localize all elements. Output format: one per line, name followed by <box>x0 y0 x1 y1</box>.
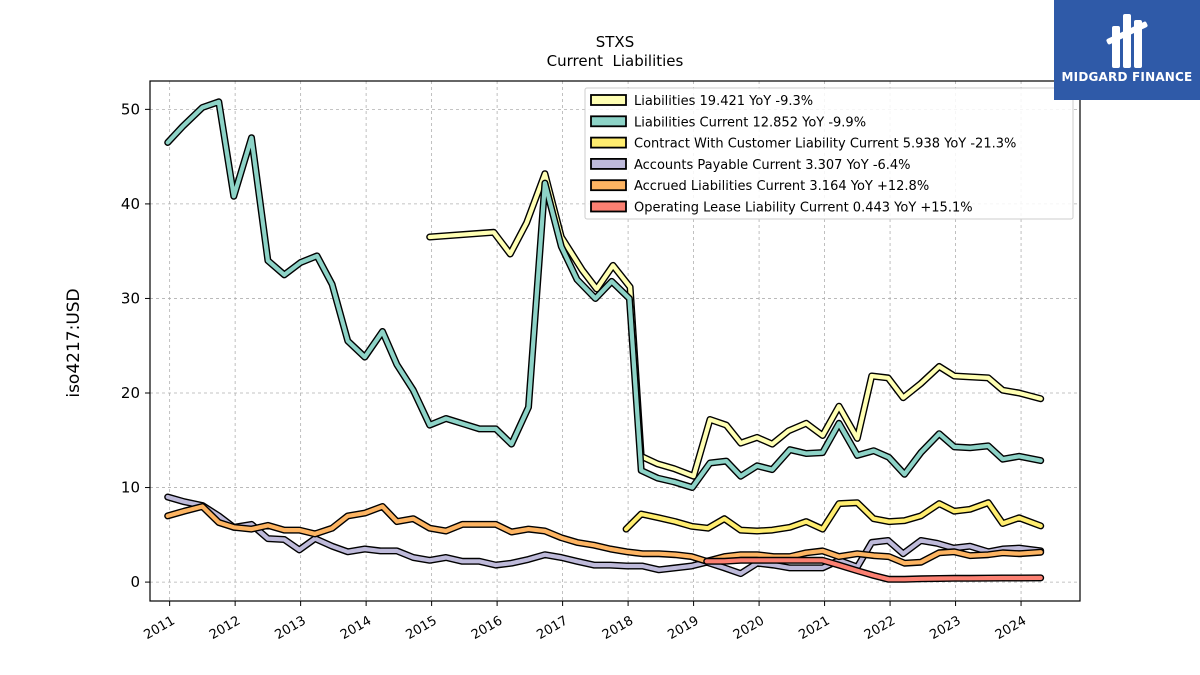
logo-mark-icon <box>1106 14 1148 68</box>
series-lines <box>164 98 1045 583</box>
series-line <box>427 171 1043 479</box>
legend-swatch <box>590 115 627 128</box>
series-line <box>165 494 1043 576</box>
y-tick-label: 10 <box>121 479 140 497</box>
x-tick-label: 2023 <box>927 613 963 643</box>
x-tick-label: 2016 <box>469 613 505 643</box>
series-operating-lease-liability-current <box>703 556 1045 583</box>
x-tick-label: 2014 <box>338 613 374 643</box>
legend-item: Liabilities 19.421 YoY -9.3% <box>590 94 813 109</box>
y-tick-label: 0 <box>130 573 140 591</box>
legend-frame <box>584 87 1074 220</box>
legend-swatch <box>590 136 627 149</box>
legend-label: Accounts Payable Current 3.307 YoY -6.4% <box>634 158 911 173</box>
chart-subtitle: Current Liabilities <box>547 52 684 70</box>
legend-item: Liabilities Current 12.852 YoY -9.9% <box>590 115 866 130</box>
series-liabilities <box>426 170 1045 480</box>
series-contract-with-customer-liability-current <box>622 499 1045 535</box>
legend-item: Accrued Liabilities Current 3.164 YoY +1… <box>590 179 929 194</box>
x-tick-label: 2022 <box>862 613 898 643</box>
y-tick-label: 30 <box>121 289 140 307</box>
x-tick-label: 2024 <box>993 613 1029 643</box>
legend-label: Liabilities 19.421 YoY -9.3% <box>634 94 813 109</box>
series-line <box>704 558 1043 582</box>
legend-item: Accounts Payable Current 3.307 YoY -6.4% <box>590 157 911 173</box>
legend-item: Operating Lease Liability Current 0.443 … <box>590 200 973 216</box>
legend-swatch <box>590 157 627 170</box>
legend-swatch <box>590 200 627 213</box>
series-line <box>165 99 1043 490</box>
legend: Liabilities 19.421 YoY -9.3% Liabilities … <box>584 87 1074 220</box>
midgard-finance-logo: MIDGARD FINANCE <box>1054 0 1200 100</box>
series-accounts-payable-current <box>164 493 1045 578</box>
y-tick-label: 40 <box>121 195 140 213</box>
x-tick-label: 2015 <box>403 613 439 643</box>
legend-item: Contract With Customer Liability Current… <box>590 136 1016 152</box>
legend-label: Accrued Liabilities Current 3.164 YoY +1… <box>634 179 929 194</box>
series-outline <box>164 503 1045 567</box>
legend-swatch <box>590 94 627 106</box>
x-tick-label: 2011 <box>141 613 177 643</box>
y-tick-label: 20 <box>121 384 140 402</box>
plot-frame <box>149 80 1081 602</box>
series-line <box>165 504 1043 566</box>
x-tick-label: 2020 <box>731 613 767 643</box>
legend-label: Liabilities Current 12.852 YoY -9.9% <box>634 115 866 130</box>
legend-swatch <box>590 179 627 192</box>
series-liabilities-current <box>164 98 1045 491</box>
x-tick-label: 2017 <box>534 613 570 643</box>
y-tick-label: 50 <box>121 100 140 118</box>
legend-label: Contract With Customer Liability Current… <box>634 137 1016 152</box>
x-tick-label: 2019 <box>665 613 701 643</box>
series-accrued-liabilities-current <box>164 503 1045 567</box>
y-axis-label: iso4217:USD <box>64 288 84 397</box>
legend-label: Operating Lease Liability Current 0.443 … <box>634 201 973 216</box>
x-tick-label: 2021 <box>796 613 832 643</box>
chart-title: STXS <box>596 33 634 51</box>
x-tick-label: 2018 <box>600 613 636 643</box>
logo-text: MIDGARD FINANCE <box>1061 70 1193 84</box>
x-tick-label: 2013 <box>272 613 308 643</box>
x-tick-label: 2012 <box>207 613 243 643</box>
series-line <box>623 500 1043 534</box>
